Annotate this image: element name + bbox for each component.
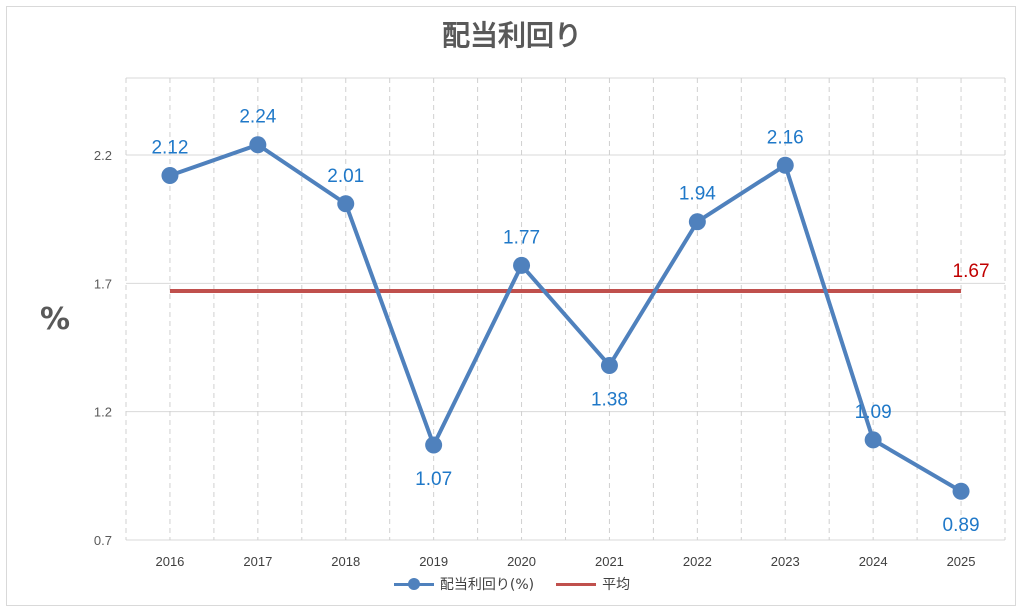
- average-label: 1.67: [953, 261, 990, 282]
- data-point: [688, 213, 706, 231]
- x-tick-label: 2019: [419, 554, 448, 569]
- legend-swatch-average: [556, 578, 597, 590]
- data-label: 0.89: [943, 515, 980, 536]
- y-tick-label: 2.2: [94, 148, 112, 163]
- data-label: 1.38: [591, 389, 628, 410]
- chart-frame: [6, 6, 1016, 606]
- data-point: [513, 256, 531, 274]
- legend-item-dividend-yield: 配当利回り(%): [393, 574, 535, 594]
- x-tick-label: 2020: [507, 554, 536, 569]
- data-point: [337, 195, 355, 213]
- data-label: 2.24: [239, 107, 276, 128]
- legend-swatch-dividend-yield: [393, 578, 434, 590]
- x-tick-label: 2017: [243, 554, 272, 569]
- data-point: [776, 156, 794, 174]
- x-tick-label: 2023: [771, 554, 800, 569]
- legend-item-average: 平均: [556, 574, 630, 594]
- chart-title: 配当利回り: [441, 19, 582, 52]
- x-tick-label: 2024: [859, 554, 888, 569]
- data-label: 1.94: [679, 184, 716, 205]
- data-label: 2.16: [767, 127, 804, 148]
- y-tick-label: 0.7: [94, 533, 112, 548]
- x-tick-label: 2022: [683, 554, 712, 569]
- data-point: [249, 136, 267, 154]
- dividend-yield-line: [169, 142, 963, 493]
- legend-label-average: 平均: [602, 577, 631, 593]
- data-point: [600, 356, 618, 374]
- data-label: 1.09: [855, 402, 892, 423]
- data-point: [952, 482, 970, 500]
- y-tick-label: 1.2: [94, 405, 112, 420]
- x-tick-label: 2016: [155, 554, 184, 569]
- legend-label-dividend-yield: 配当利回り(%): [439, 577, 535, 593]
- data-point: [864, 431, 882, 449]
- data-label: 2.01: [327, 166, 364, 187]
- legend: 配当利回り(%) 平均: [0, 574, 1024, 594]
- data-label: 1.07: [415, 469, 452, 490]
- data-label: 2.12: [151, 138, 188, 159]
- y-axis-label: %: [40, 302, 71, 337]
- data-label: 1.77: [503, 227, 540, 248]
- x-tick-label: 2018: [331, 554, 360, 569]
- x-tick-label: 2025: [947, 554, 976, 569]
- data-point: [425, 436, 443, 454]
- data-point: [161, 167, 179, 185]
- x-tick-label: 2021: [595, 554, 624, 569]
- y-tick-label: 1.7: [94, 276, 112, 291]
